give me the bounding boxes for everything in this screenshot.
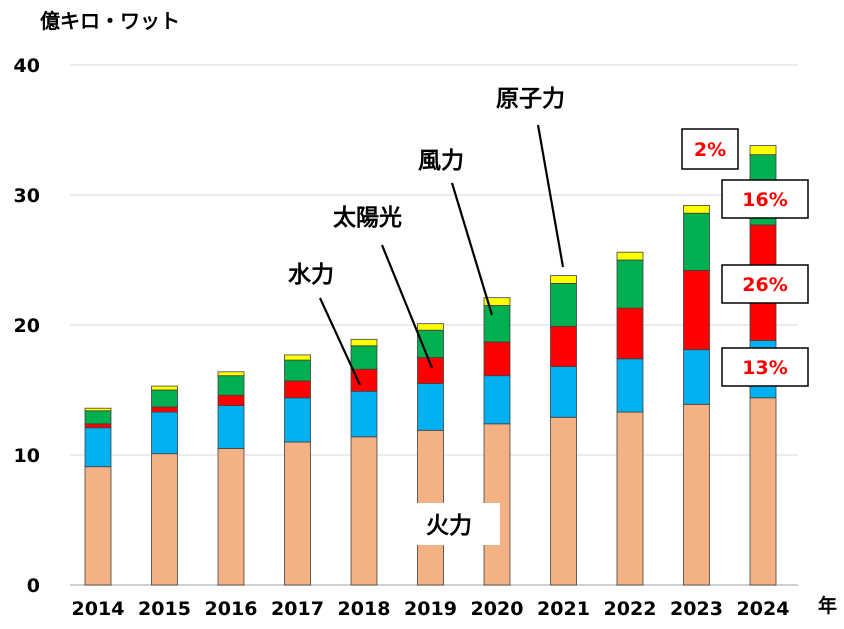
x-tick-label: 2020 — [471, 598, 524, 620]
bar-水力-2022 — [616, 358, 644, 413]
bar-火力-2017 — [284, 441, 311, 586]
bar-原子力-2017 — [284, 354, 311, 361]
bar-火力-2016 — [217, 448, 245, 586]
bar-火力-2024 — [749, 397, 777, 586]
annotation-leaders — [319, 124, 565, 386]
bar-風力-2015 — [151, 389, 178, 408]
bar-原子力-2015 — [151, 385, 178, 391]
annotation-kouryoku: 火力 — [426, 513, 472, 539]
bar-水力-2020 — [483, 375, 511, 425]
bar-原子力-2023 — [683, 204, 710, 214]
bar-風力-2020 — [483, 305, 511, 343]
x-axis-title: 年 — [818, 594, 837, 617]
share-suiryoku: 13% — [742, 357, 787, 379]
leader-suiryoku — [319, 297, 361, 386]
bar-太陽光-2014 — [84, 423, 112, 429]
bar-火力-2015 — [151, 453, 178, 586]
bar-水力-2016 — [217, 405, 245, 449]
bar-水力-2015 — [151, 411, 178, 455]
bar-火力-2014 — [84, 466, 112, 586]
leader-genshiryoku — [536, 124, 565, 268]
x-tick-label: 2019 — [404, 598, 457, 620]
bar-太陽光-2020 — [483, 341, 511, 377]
x-tick-label: 2016 — [205, 598, 258, 620]
bar-水力-2018 — [350, 390, 378, 438]
x-tick-label: 2024 — [737, 598, 790, 620]
annotation-suiryoku: 水力 — [288, 262, 334, 288]
bar-太陽光-2022 — [616, 307, 644, 360]
y-tick-label: 40 — [14, 55, 40, 77]
bar-水力-2023 — [683, 349, 710, 405]
bar-水力-2017 — [284, 397, 311, 443]
share-genshiryoku: 2% — [694, 139, 726, 161]
y-axis-ticks: 0 10 20 30 40 — [14, 55, 40, 597]
bar-風力-2016 — [217, 375, 245, 396]
bar-原子力-2019 — [417, 323, 444, 331]
x-tick-label: 2022 — [604, 598, 657, 620]
bar-太陽光-2021 — [550, 325, 577, 367]
x-tick-label: 2015 — [138, 598, 191, 620]
y-tick-label: 10 — [14, 445, 40, 467]
bar-風力-2023 — [683, 212, 710, 271]
bar-火力-2021 — [550, 416, 577, 586]
bar-太陽光-2017 — [284, 380, 311, 399]
bar-太陽光-2023 — [683, 269, 710, 351]
bar-火力-2023 — [683, 403, 710, 586]
bar-風力-2021 — [550, 282, 577, 327]
share-box-taiyoukou — [721, 264, 809, 304]
y-tick-label: 20 — [14, 315, 40, 337]
share-furyoku: 16% — [742, 189, 787, 211]
bar-水力-2019 — [417, 383, 444, 431]
y-axis-title: 億キロ・ワット — [40, 9, 180, 33]
x-tick-label: 2023 — [670, 598, 723, 620]
x-axis-ticks: 2014 2015 2016 2017 2018 2019 2020 2021 2022 2023… — [72, 598, 790, 620]
bar-火力-2018 — [350, 436, 378, 586]
bar-風力-2014 — [84, 410, 112, 425]
x-tick-label: 2014 — [72, 598, 125, 620]
leader-furyoku — [450, 182, 494, 316]
bar-原子力-2020 — [483, 297, 511, 306]
bar-原子力-2016 — [217, 371, 245, 377]
bar-風力-2022 — [616, 259, 644, 309]
annotation-genshiryoku: 原子力 — [496, 86, 565, 112]
share-taiyoukou: 26% — [742, 274, 787, 296]
annotation-kouryoku-box — [416, 503, 500, 545]
bar-太陽光-2015 — [151, 406, 178, 413]
y-tick-label: 30 — [14, 185, 40, 207]
share-callouts-2024: 2% 16% 26% 13% — [681, 128, 809, 387]
share-box-genshiryoku — [681, 128, 739, 170]
leader-taiyoukou — [380, 244, 434, 369]
bar-水力-2021 — [550, 366, 577, 418]
x-tick-label: 2018 — [338, 598, 391, 620]
bar-水力-2014 — [84, 427, 112, 468]
bar-原子力-2014 — [84, 407, 112, 412]
bar-風力-2018 — [350, 345, 378, 370]
bar-風力-2017 — [284, 359, 311, 382]
annotation-furyoku: 風力 — [418, 148, 464, 174]
bar-原子力-2021 — [550, 275, 577, 284]
bar-原子力-2024 — [749, 145, 777, 156]
bar-原子力-2022 — [616, 251, 644, 261]
bar-太陽光-2016 — [217, 394, 245, 407]
x-tick-label: 2017 — [271, 598, 324, 620]
share-box-suiryoku — [721, 347, 809, 387]
annotation-taiyoukou: 太陽光 — [333, 205, 402, 231]
y-tick-label: 0 — [27, 575, 40, 597]
share-box-furyoku — [721, 179, 809, 219]
x-tick-label: 2021 — [537, 598, 590, 620]
bar-太陽光-2019 — [417, 357, 444, 384]
bar-原子力-2018 — [350, 338, 378, 347]
bar-火力-2022 — [616, 411, 644, 586]
